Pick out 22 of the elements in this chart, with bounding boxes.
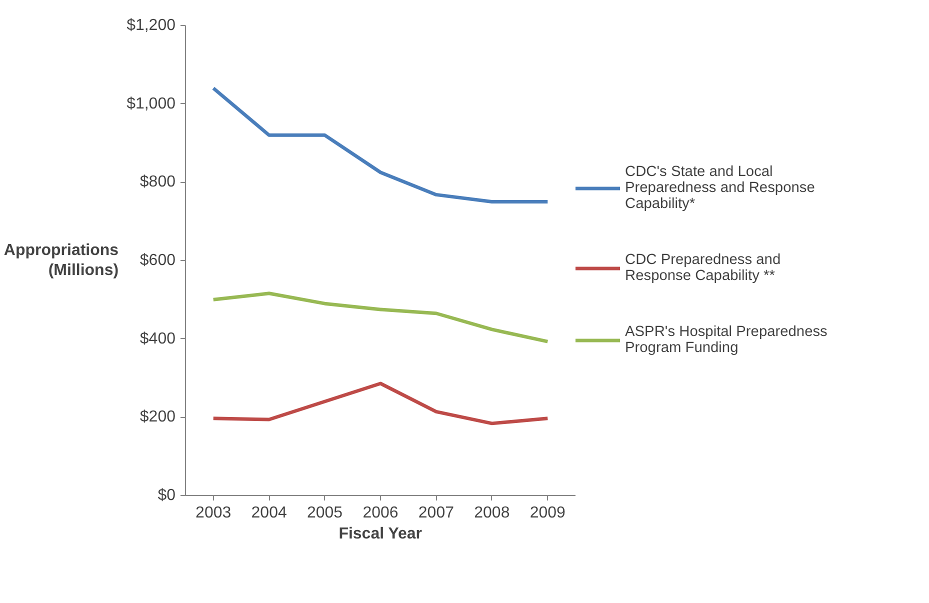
y-tick-label: $400: [140, 330, 176, 348]
x-tick-label: 2009: [530, 504, 566, 522]
x-tick-label: 2008: [474, 504, 510, 522]
x-tick-label: 2005: [306, 504, 343, 522]
line-series: [212, 292, 550, 344]
line-series: [212, 86, 550, 204]
line-series: [212, 382, 550, 426]
x-tick-label: 2003: [196, 504, 232, 522]
y-tick-label: $1,000: [126, 95, 176, 112]
x-tick-label: 2004: [251, 504, 287, 522]
legend-label: CDC's State and Local Preparedness and Response Capability*: [625, 164, 815, 212]
y-tick-label: $200: [140, 408, 176, 426]
y-tick-label: $0: [158, 487, 176, 504]
x-tick-label: 2007: [418, 504, 454, 522]
x-tick-label: 2006: [362, 504, 398, 522]
x-axis-title: Fiscal Year: [338, 526, 422, 542]
legend-label: ASPR's Hospital Preparedness Program Funding: [625, 324, 828, 356]
y-tick-label: $800: [140, 174, 176, 191]
y-tick-label: $600: [140, 252, 176, 269]
y-tick-label: $1,200: [126, 17, 176, 34]
y-axis-title: Appropriations (Millions): [4, 242, 119, 280]
legend-label: CDC Preparedness and Response Capability **: [625, 252, 781, 284]
